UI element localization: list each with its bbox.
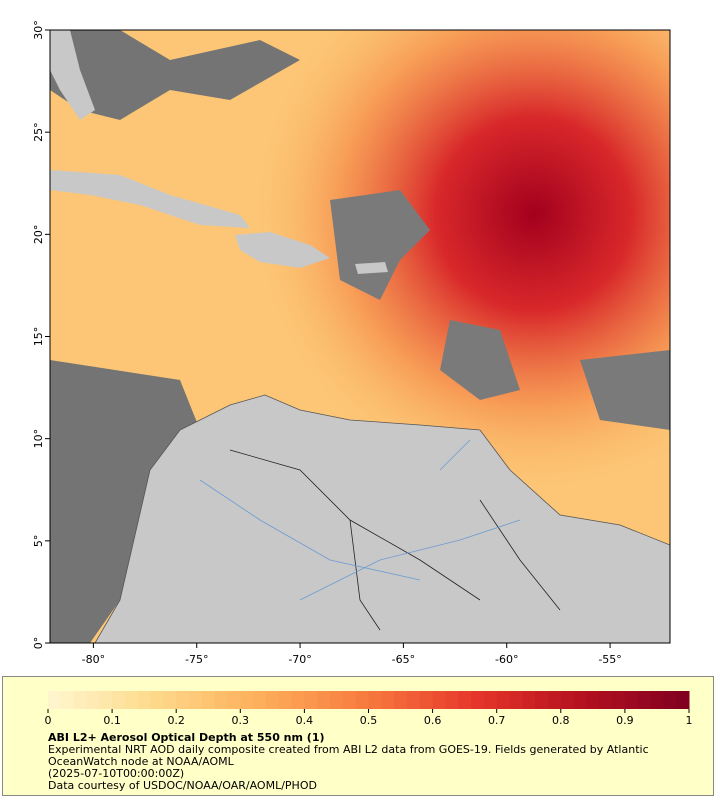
x-tick-label: -60° xyxy=(495,653,518,666)
colorbar-cell xyxy=(419,691,434,709)
colorbar-cell xyxy=(112,691,126,709)
colorbar-tick-label: 0.6 xyxy=(424,714,442,727)
x-tick-label: -65° xyxy=(392,653,415,666)
colorbar-cell xyxy=(73,691,87,709)
colorbar-cell xyxy=(445,691,459,709)
notes: ABI L2+ Aerosol Optical Depth at 550 nm … xyxy=(48,732,688,792)
colorbar-cell xyxy=(368,691,382,709)
colorbar-cell xyxy=(599,691,613,709)
colorbar-cell xyxy=(163,691,177,709)
colorbar-cell xyxy=(560,691,575,709)
y-tick-label: 10° xyxy=(32,429,45,449)
y-tick-label: 0° xyxy=(32,637,45,650)
colorbar-tick-label: 0.8 xyxy=(552,714,570,727)
colorbar-cell xyxy=(150,691,164,709)
x-tick-label: -75° xyxy=(185,653,208,666)
colorbar-tick-label: 0.5 xyxy=(360,714,378,727)
colorbar-tick-label: 0.1 xyxy=(103,714,121,727)
colorbar-cell xyxy=(394,691,408,709)
colorbar-cell xyxy=(355,691,369,709)
note: Data courtesy of USDOC/NOAA/OAR/AOML/PHO… xyxy=(48,779,317,792)
colorbar-cell xyxy=(471,691,485,709)
colorbar-cell xyxy=(522,691,536,709)
colorbar-tick-label: 0.7 xyxy=(488,714,506,727)
colorbar-cell xyxy=(663,691,677,709)
colorbar-cell xyxy=(86,691,100,709)
colorbar-cell xyxy=(496,691,511,709)
colorbar-cell xyxy=(137,691,152,709)
y-tick-label: 30° xyxy=(32,20,45,40)
y-tick-label: 15° xyxy=(32,327,45,347)
x-tick-label: -55° xyxy=(598,653,621,666)
note: (2025-07-10T00:00:00Z) xyxy=(48,767,185,780)
colorbar-cell xyxy=(650,691,664,709)
colorbar-cell xyxy=(99,691,113,709)
colorbar-cell xyxy=(48,691,62,709)
map-panel: -80° -75° -70° -65° -60° -55° 0° 5° 10° 15° 20° 25°… xyxy=(32,20,671,666)
colorbar-cell xyxy=(483,691,498,709)
colorbar-cell xyxy=(381,691,395,709)
colorbar-cell xyxy=(189,691,203,709)
colorbar-cell xyxy=(176,691,190,709)
axes: -80° -75° -70° -65° -60° -55° 0° 5° 10° 15° 20° 25°… xyxy=(32,20,622,666)
colorbar-cell xyxy=(586,691,600,709)
x-tick-label: -80° xyxy=(82,653,105,666)
colorbar-cell xyxy=(265,691,280,709)
note: Experimental NRT AOD daily composite cre… xyxy=(48,743,649,768)
colorbar-tick-label: 0.9 xyxy=(616,714,634,727)
colorbar-tick-label: 1 xyxy=(686,714,693,727)
colorbar-cell xyxy=(214,691,228,709)
colorbar-cell xyxy=(676,691,690,709)
y-tick-label: 20° xyxy=(32,225,45,245)
colorbar-cell xyxy=(535,691,549,709)
x-tick-label: -70° xyxy=(288,653,311,666)
colorbar-cell xyxy=(432,691,446,709)
colorbar-cell xyxy=(201,691,216,709)
y-tick-label: 25° xyxy=(32,122,45,142)
map-image xyxy=(50,30,670,643)
colorbar-title: ABI L2+ Aerosol Optical Depth at 550 nm … xyxy=(48,731,325,744)
colorbar-tick-label: 0.2 xyxy=(167,714,185,727)
colorbar-cell xyxy=(612,691,626,709)
colorbar-tick-label: 0.3 xyxy=(232,714,250,727)
colorbar-tick-label: 0 xyxy=(45,714,52,727)
colorbar-cell xyxy=(509,691,523,709)
colorbar-cell xyxy=(547,691,562,709)
colorbar-cell xyxy=(304,691,318,709)
colorbar-cell xyxy=(573,691,587,709)
colorbar-cell xyxy=(240,691,254,709)
colorbar-tick-label: 0.4 xyxy=(296,714,314,727)
colorbar-cell xyxy=(458,691,472,709)
colorbar-cell xyxy=(637,691,652,709)
colorbar-cell xyxy=(278,691,293,709)
colorbar-cell xyxy=(330,691,344,709)
colorbar-cell xyxy=(317,691,331,709)
colorbar-cell xyxy=(227,691,241,709)
colorbar-cell xyxy=(291,691,305,709)
colorbar-cell xyxy=(342,691,357,709)
colorbar-cell xyxy=(253,691,267,709)
colorbar-cell xyxy=(60,691,75,709)
colorbar-cell xyxy=(624,691,639,709)
colorbar: 0 0.1 0.2 0.3 0.4 0.5 0.6 0.7 0.8 0.9 1 xyxy=(45,691,693,727)
y-tick-label: 5° xyxy=(32,535,45,548)
colorbar-cell xyxy=(124,691,139,709)
colorbar-cell xyxy=(406,691,421,709)
